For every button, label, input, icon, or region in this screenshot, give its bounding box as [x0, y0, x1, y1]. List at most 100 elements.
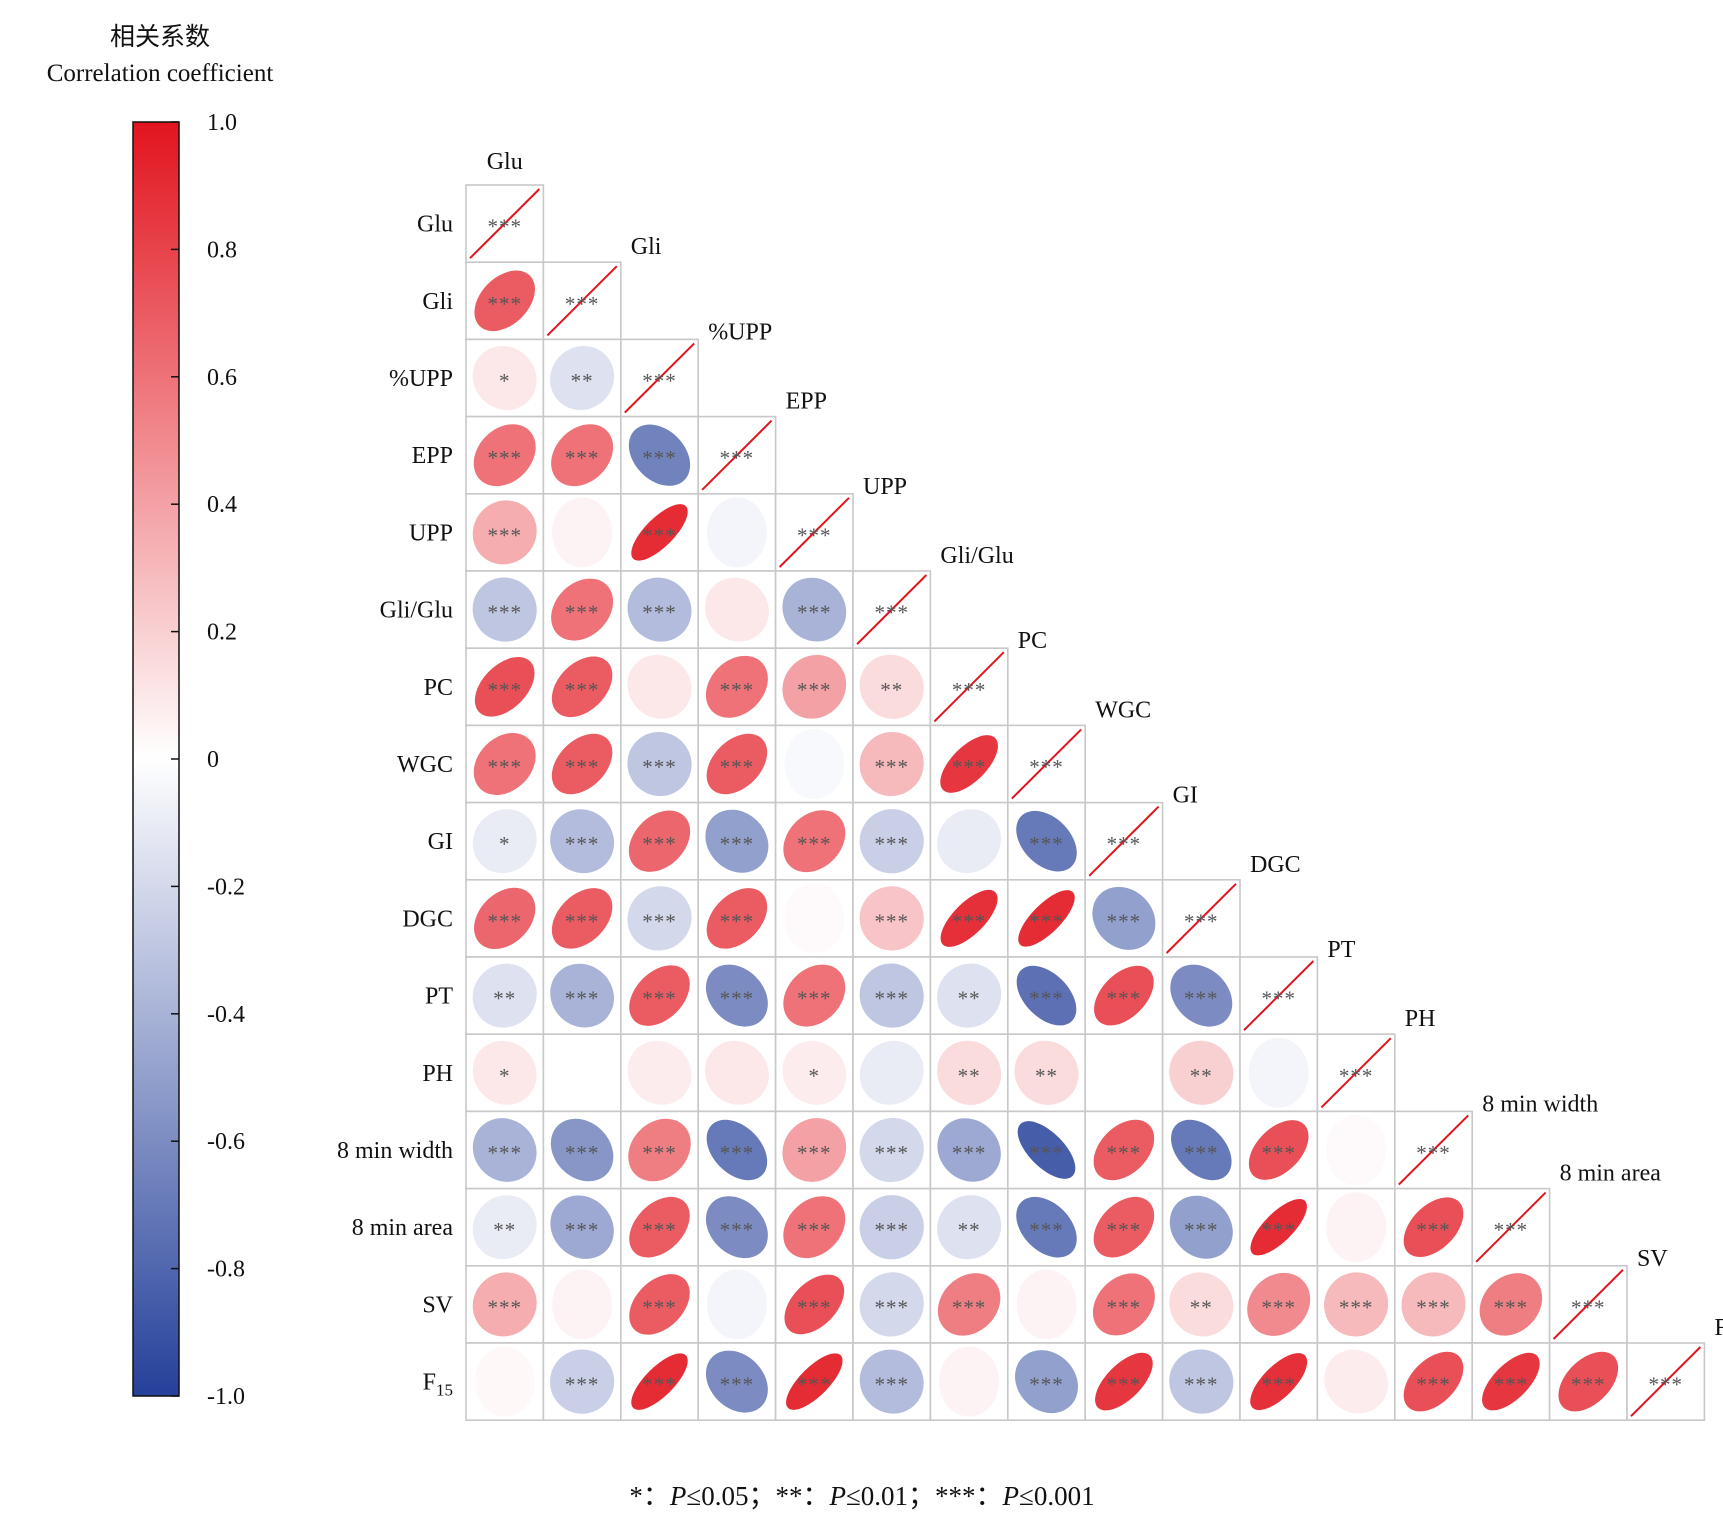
significance-mark: ***	[1107, 909, 1142, 933]
colorbar-title-en: Correlation coefficient	[47, 60, 274, 87]
column-label: 8 min width	[1482, 1091, 1598, 1117]
significance-mark: **	[571, 369, 594, 393]
corr-cell: ***	[465, 878, 545, 958]
corr-ellipse	[472, 577, 537, 642]
corr-ellipse	[937, 1273, 1001, 1336]
corr-cell: ***	[1394, 1265, 1474, 1344]
corr-ellipse	[628, 1118, 691, 1182]
column-label: DGC	[1250, 852, 1301, 878]
corr-cell: **	[465, 956, 545, 1035]
corr-ellipse	[859, 963, 924, 1028]
corr-cell	[929, 801, 1009, 881]
corr-cell: ***	[542, 801, 622, 881]
significance-mark: ***	[1029, 909, 1064, 933]
corr-cell: ***	[465, 184, 545, 263]
significance-mark: **	[493, 987, 516, 1011]
corr-cell: ***	[1548, 1342, 1628, 1421]
corr-ellipse	[1324, 1272, 1389, 1337]
corr-ellipse	[627, 654, 692, 719]
corr-cell: ***	[774, 1342, 854, 1421]
corr-cell: ***	[619, 415, 699, 495]
corr-cell: ***	[929, 724, 1009, 804]
colorbar-tick-label: 0.8	[207, 237, 237, 263]
corr-ellipse	[784, 883, 845, 954]
corr-cell	[697, 570, 777, 649]
corr-ellipse	[705, 1350, 768, 1413]
colorbar-tick-label: -0.2	[207, 874, 245, 900]
corr-cell	[542, 1033, 622, 1113]
significance-mark: ***	[1339, 1064, 1374, 1088]
row-label: 8 min area	[352, 1215, 454, 1241]
corr-ellipse	[939, 1346, 1000, 1417]
corr-ellipse	[552, 1037, 613, 1108]
corr-ellipse	[550, 1349, 615, 1414]
significance-mark: ***	[487, 446, 522, 470]
significance-mark: ***	[1107, 1218, 1142, 1242]
significance-mark: *	[499, 832, 511, 856]
corr-ellipse	[629, 965, 690, 1026]
significance-mark: ***	[1029, 1373, 1064, 1397]
corr-ellipse	[705, 1196, 768, 1259]
corr-ellipse	[783, 1196, 846, 1259]
significance-mark: ***	[1029, 1218, 1064, 1242]
row-label: SV	[422, 1292, 453, 1318]
corr-cell: ***	[1084, 1342, 1164, 1421]
significance-mark: ***	[487, 1141, 522, 1165]
corr-cell: ***	[619, 1187, 699, 1267]
significance-mark: ***	[720, 832, 755, 856]
corr-ellipse	[859, 1117, 924, 1183]
significance-mark: ***	[565, 1218, 600, 1242]
significance-mark: ***	[565, 1373, 600, 1397]
significance-mark: ***	[874, 755, 909, 779]
corr-cell: ***	[1239, 1187, 1319, 1267]
diagonal-line	[546, 265, 618, 337]
corr-ellipse	[1171, 1119, 1232, 1181]
significance-mark: ***	[874, 1218, 909, 1242]
corr-cell: **	[1161, 1265, 1241, 1344]
corr-cell: ***	[619, 801, 699, 881]
colorbar-tick-label: -0.8	[207, 1257, 245, 1283]
corr-ellipse	[782, 1040, 847, 1105]
corr-cell: ***	[619, 570, 699, 649]
corr-cell: ***	[774, 492, 854, 572]
significance-mark: ***	[1029, 755, 1064, 779]
corr-cell: ***	[542, 878, 622, 958]
diagonal-line	[1011, 728, 1082, 800]
corr-cell: ***	[465, 1110, 545, 1190]
corr-cell: ***	[929, 1110, 1009, 1190]
corr-cell: ***	[1626, 1342, 1706, 1421]
corr-ellipse	[1014, 1350, 1079, 1414]
significance-mark: ***	[1184, 1141, 1219, 1165]
corr-ellipse	[550, 345, 615, 411]
corr-cell: ***	[619, 724, 699, 804]
diagonal-line	[624, 342, 695, 414]
row-label: PC	[424, 675, 453, 701]
corr-cell: ***	[1161, 878, 1241, 958]
column-label: Gli/Glu	[940, 543, 1013, 569]
significance-mark: ***	[720, 1141, 755, 1165]
corr-cell: ***	[1084, 878, 1164, 958]
significance-mark: ***	[565, 292, 600, 316]
corr-ellipse	[627, 1040, 692, 1105]
column-label: WGC	[1095, 697, 1151, 723]
corr-ellipse	[474, 270, 535, 332]
corr-ellipse	[1016, 1196, 1077, 1258]
significance-mark: ***	[1107, 1373, 1142, 1397]
corr-cell: ***	[542, 415, 622, 495]
significance-mark: ***	[642, 755, 677, 779]
significance-mark: ***	[1184, 1373, 1219, 1397]
significance-mark: ***	[797, 1141, 832, 1165]
corr-cell: ***	[619, 1265, 699, 1344]
significance-mark: ***	[565, 987, 600, 1011]
corr-cell: *	[774, 1033, 854, 1113]
significance-mark: ***	[1261, 1373, 1296, 1397]
significance-mark: ***	[1184, 909, 1219, 933]
significance-mark: ***	[642, 987, 677, 1011]
corr-cell: ***	[697, 1342, 777, 1421]
corr-ellipse	[1094, 965, 1154, 1026]
significance-mark: ***	[1261, 1141, 1296, 1165]
significance-mark: ***	[797, 832, 832, 856]
corr-cell: ***	[774, 956, 854, 1035]
